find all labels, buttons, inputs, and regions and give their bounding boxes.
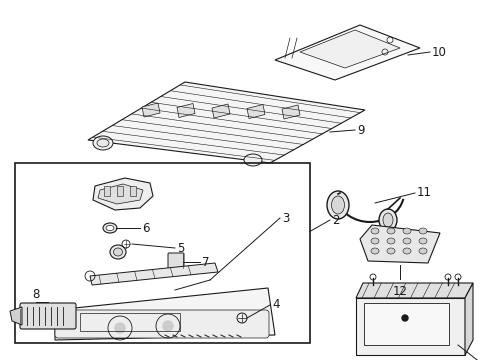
Polygon shape bbox=[55, 288, 274, 340]
Ellipse shape bbox=[93, 136, 113, 150]
Ellipse shape bbox=[244, 154, 262, 166]
Ellipse shape bbox=[402, 228, 410, 234]
Polygon shape bbox=[98, 184, 142, 204]
Ellipse shape bbox=[382, 213, 392, 227]
Text: 6: 6 bbox=[142, 221, 149, 234]
Text: 3: 3 bbox=[282, 211, 289, 225]
Ellipse shape bbox=[331, 196, 344, 214]
Polygon shape bbox=[142, 103, 160, 117]
Ellipse shape bbox=[402, 238, 410, 244]
Bar bbox=[130, 186, 136, 196]
Text: 10: 10 bbox=[431, 45, 446, 58]
Polygon shape bbox=[299, 30, 399, 68]
Polygon shape bbox=[246, 104, 264, 118]
Text: 2: 2 bbox=[331, 213, 339, 226]
Ellipse shape bbox=[113, 248, 122, 256]
FancyBboxPatch shape bbox=[168, 253, 183, 269]
Circle shape bbox=[163, 321, 173, 331]
Polygon shape bbox=[359, 225, 439, 263]
Ellipse shape bbox=[402, 248, 410, 254]
Ellipse shape bbox=[370, 228, 378, 234]
Ellipse shape bbox=[370, 238, 378, 244]
Ellipse shape bbox=[418, 228, 426, 234]
Bar bbox=[80, 313, 180, 331]
Ellipse shape bbox=[386, 228, 394, 234]
Polygon shape bbox=[212, 104, 229, 118]
Ellipse shape bbox=[386, 238, 394, 244]
Polygon shape bbox=[88, 82, 364, 163]
Ellipse shape bbox=[103, 223, 117, 233]
Ellipse shape bbox=[418, 248, 426, 254]
Circle shape bbox=[115, 323, 125, 333]
Polygon shape bbox=[464, 283, 472, 355]
Ellipse shape bbox=[386, 248, 394, 254]
Polygon shape bbox=[10, 307, 22, 325]
Text: 9: 9 bbox=[356, 123, 364, 136]
Polygon shape bbox=[274, 25, 419, 80]
Ellipse shape bbox=[97, 139, 109, 147]
FancyBboxPatch shape bbox=[20, 303, 76, 329]
Ellipse shape bbox=[326, 191, 348, 219]
Polygon shape bbox=[90, 263, 218, 285]
Text: 12: 12 bbox=[392, 285, 407, 298]
Ellipse shape bbox=[370, 248, 378, 254]
Text: 4: 4 bbox=[271, 297, 279, 310]
Bar bbox=[363, 303, 448, 345]
Text: 11: 11 bbox=[416, 185, 431, 198]
Circle shape bbox=[401, 315, 407, 321]
FancyBboxPatch shape bbox=[55, 310, 268, 338]
Polygon shape bbox=[177, 104, 195, 117]
Ellipse shape bbox=[106, 225, 114, 230]
Polygon shape bbox=[93, 178, 153, 210]
Bar bbox=[15, 163, 309, 343]
Ellipse shape bbox=[378, 209, 396, 231]
Polygon shape bbox=[355, 283, 472, 298]
Bar bbox=[104, 186, 110, 196]
Ellipse shape bbox=[110, 245, 126, 259]
Text: 8: 8 bbox=[32, 288, 40, 302]
Polygon shape bbox=[355, 298, 464, 355]
Bar bbox=[117, 186, 123, 196]
Text: 5: 5 bbox=[177, 242, 184, 255]
Polygon shape bbox=[282, 105, 299, 119]
Text: 7: 7 bbox=[202, 256, 209, 269]
Ellipse shape bbox=[418, 238, 426, 244]
